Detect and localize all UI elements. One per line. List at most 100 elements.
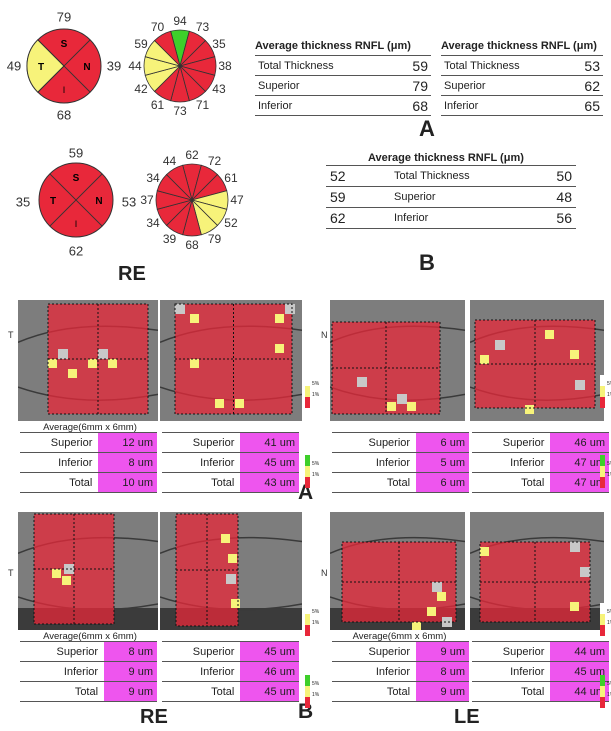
macula-label: Total: [20, 472, 99, 493]
clock-sector: [153, 30, 181, 68]
macular-thickness-map: [18, 512, 158, 630]
thickness-value: 62: [584, 77, 600, 94]
macula-label: Superior: [332, 641, 417, 662]
legend-tick: 1%: [607, 472, 611, 478]
thickness-label: Inferior: [258, 99, 293, 112]
legend-tick: 5%: [607, 681, 611, 687]
macula-label: Superior: [332, 432, 417, 453]
legend-swatch: [305, 386, 310, 397]
thickness-label: Total Thickness: [444, 59, 520, 72]
rnfl-clock-circle-re-a: [143, 29, 217, 103]
panel-label-a: A: [419, 116, 435, 141]
legend-swatch: [305, 614, 310, 625]
macula-value: 44 um: [550, 641, 609, 662]
clock-sector-value: 44: [128, 59, 142, 73]
average-label: Average(6mm x 6mm): [352, 631, 447, 642]
macula-row: Inferior 9 um: [20, 661, 157, 682]
clock-sector-value: 44: [162, 154, 177, 169]
thickness-value-re: 52: [330, 168, 346, 184]
macula-value: 45 um: [240, 452, 299, 473]
macula-value: 46 um: [240, 661, 299, 682]
eye-label-re: RE: [118, 263, 146, 285]
legend-swatch: [305, 625, 310, 636]
nasal-label: N: [321, 330, 328, 340]
thickness-row: Total Thickness 59: [255, 55, 431, 76]
thickness-value-le: 48: [556, 189, 572, 205]
clock-sector-value: 61: [150, 97, 165, 112]
clock-sector-value: 79: [207, 231, 222, 246]
macula-value: 10 um: [98, 472, 157, 493]
legend-swatch: [600, 603, 605, 614]
legend-swatch: [600, 386, 605, 397]
macula-value: 45 um: [240, 681, 299, 702]
macular-thickness-map: [160, 512, 302, 630]
clock-sector-value: 42: [134, 81, 148, 96]
clock-sector-value: 94: [173, 14, 187, 28]
svg-text:N: N: [83, 62, 90, 73]
clock-sector-value: 72: [207, 154, 222, 169]
eye-label-re: RE: [140, 706, 168, 728]
clock-sector-value: 52: [224, 215, 238, 230]
macula-thickness-table: Superior 46 um Inferior 47 um Total 47 um: [472, 432, 609, 493]
svg-text:T: T: [50, 196, 56, 207]
macula-value: 9 um: [416, 681, 469, 702]
quadrant-right-value: 53: [121, 194, 137, 210]
clock-sector-value: 68: [185, 238, 199, 252]
thickness-row: Superior 62: [441, 76, 603, 96]
thickness-table-re: Total Thickness 59 Superior 79 Inferior 68: [255, 55, 431, 116]
macula-value: 45 um: [240, 641, 299, 662]
macula-label: Inferior: [162, 452, 241, 473]
legend-swatch: [305, 675, 310, 686]
macula-thickness-table: Superior 12 um Inferior 8 um Total 10 um: [20, 432, 157, 493]
thickness-table-title: Average thickness RNFL (μm): [441, 40, 597, 52]
legend-swatch: [600, 625, 605, 636]
thickness-value: 68: [412, 97, 428, 114]
macula-label: Inferior: [20, 452, 99, 473]
macula-row: Superior 44 um: [472, 641, 609, 662]
macula-label: Inferior: [332, 452, 417, 473]
quadrant-bottom-value: 62: [68, 243, 84, 259]
macula-row: Total 6 um: [332, 472, 469, 493]
average-label: Average(6mm x 6mm): [43, 422, 137, 433]
thickness-label: Superior: [394, 191, 436, 203]
legend-swatch: [600, 375, 605, 386]
macula-row: Inferior 45 um: [472, 661, 609, 682]
clock-sector-value: 47: [230, 193, 244, 207]
macula-label: Superior: [162, 641, 241, 662]
legend-swatch: [305, 686, 310, 697]
svg-text:T: T: [38, 62, 44, 73]
macula-label: Superior: [472, 432, 551, 453]
thickness-value: 65: [584, 97, 600, 114]
clock-sector-value: 35: [212, 36, 226, 51]
macula-row: Total 9 um: [20, 681, 157, 702]
macular-thickness-map: [470, 512, 604, 630]
clock-sector-value: 62: [185, 148, 199, 162]
macula-value: 46 um: [550, 432, 609, 453]
thickness-row: Superior 79: [255, 76, 431, 96]
quadrant-top-value: 59: [68, 145, 84, 161]
legend-swatch: [600, 675, 605, 686]
legend-tick: 1%: [312, 472, 320, 478]
legend-tick: 1%: [312, 692, 320, 698]
macula-value: 47 um: [550, 472, 609, 493]
clock-sector-value: 39: [162, 231, 177, 246]
thickness-value-re: 59: [330, 189, 346, 205]
thickness-label: Superior: [258, 79, 300, 92]
clock-sector-value: 34: [146, 215, 160, 230]
legend-tick: 5%: [312, 681, 320, 687]
macula-row: Superior 12 um: [20, 432, 157, 453]
thickness-label: Total Thickness: [394, 170, 470, 182]
legend-tick: 1%: [607, 392, 611, 398]
clock-sector-value: 37: [140, 193, 154, 207]
clock-sector-value: 61: [224, 170, 238, 185]
macula-label: Superior: [20, 641, 105, 662]
thickness-value: 53: [584, 57, 600, 74]
macula-value: 9 um: [416, 641, 469, 662]
thickness-value-le: 56: [556, 210, 572, 226]
thickness-row: Total Thickness 53: [441, 55, 603, 76]
macula-thickness-table: Superior 9 um Inferior 8 um Total 9 um: [332, 641, 469, 702]
macula-value: 6 um: [416, 472, 469, 493]
macula-row: Total 9 um: [332, 681, 469, 702]
macula-value: 45 um: [550, 661, 609, 682]
macula-value: 43 um: [240, 472, 299, 493]
